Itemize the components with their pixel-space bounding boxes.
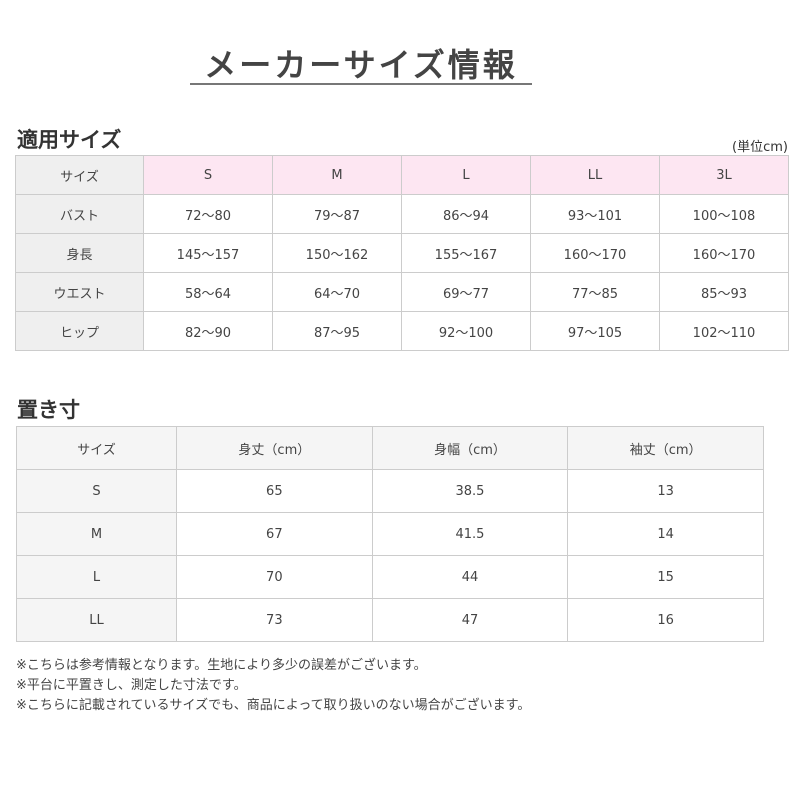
table-row: ヒップ 82〜90 87〜95 92〜100 97〜105 102〜110: [15, 311, 789, 351]
table-cell: 67: [176, 512, 373, 556]
table-cell: 87〜95: [272, 311, 402, 351]
table-row: 身長 145〜157 150〜162 155〜167 160〜170 160〜170: [15, 233, 789, 273]
note: ※平台に平置きし、測定した寸法です。: [16, 678, 247, 693]
table-cell: 160〜170: [659, 233, 789, 273]
table-cell: 70: [176, 555, 373, 599]
table-cell: 13: [567, 469, 764, 513]
table-cell: M: [272, 155, 402, 195]
table-row: LL 73 47 16: [16, 598, 764, 642]
table-cell: 14: [567, 512, 764, 556]
table-row: バスト 72〜80 79〜87 86〜94 93〜101 100〜108: [15, 194, 789, 234]
table-cell: 150〜162: [272, 233, 402, 273]
title-underline: [190, 83, 532, 85]
row-label-cell: M: [16, 512, 177, 556]
table-header-row: サイズ 身丈（cm） 身幅（cm） 袖丈（cm）: [16, 426, 764, 470]
table-cell: 77〜85: [530, 272, 660, 312]
table-cell: 44: [371, 555, 569, 599]
table-cell: 92〜100: [401, 311, 531, 351]
table-cell: LL: [530, 155, 660, 195]
table-cell: 58〜64: [143, 272, 273, 312]
row-label-cell: LL: [16, 598, 177, 642]
table-cell: 97〜105: [530, 311, 660, 351]
table-cell: 145〜157: [143, 233, 273, 273]
note: ※こちらに記載されているサイズでも、商品によって取り扱いのない場合がございます。: [16, 698, 531, 713]
table-cell: 38.5: [371, 469, 569, 513]
table-cell: 79〜87: [272, 194, 402, 234]
table-cell: 15: [567, 555, 764, 599]
table-cell: 85〜93: [659, 272, 789, 312]
row-label-cell: バスト: [15, 194, 144, 234]
table-cell: 102〜110: [659, 311, 789, 351]
row-label-cell: S: [16, 469, 177, 513]
notes: ※こちらは参考情報となります。生地により多少の誤差がございます。 ※平台に平置き…: [16, 656, 530, 716]
table-row: L 70 44 15: [16, 555, 764, 599]
row-label-cell: ウエスト: [15, 272, 144, 312]
table-cell: 41.5: [371, 512, 569, 556]
table-cell: 65: [176, 469, 373, 513]
table-cell: 86〜94: [401, 194, 531, 234]
table-row: ウエスト 58〜64 64〜70 69〜77 77〜85 85〜93: [15, 272, 789, 312]
table-cell: 82〜90: [143, 311, 273, 351]
unit-label: (単位cm): [732, 140, 788, 155]
table-row: M 67 41.5 14: [16, 512, 764, 556]
table-header-row: サイズ S M L LL 3L: [15, 155, 789, 195]
flat-measurement-table: サイズ 身丈（cm） 身幅（cm） 袖丈（cm） S 65 38.5 13 M 67 41.5 14 L…: [16, 426, 764, 642]
table-cell: L: [401, 155, 531, 195]
row-label-cell: ヒップ: [15, 311, 144, 351]
applicable-size-heading: 適用サイズ: [17, 128, 122, 152]
table-cell: 93〜101: [530, 194, 660, 234]
row-label-cell: サイズ: [16, 426, 177, 470]
applicable-size-table: サイズ S M L LL 3L バスト 72〜80 79〜87 86〜94 93〜101 100〜10…: [15, 155, 789, 351]
table-cell: 73: [176, 598, 373, 642]
flat-measurement-heading: 置き寸: [17, 398, 80, 422]
row-label-cell: サイズ: [15, 155, 144, 195]
table-cell: 155〜167: [401, 233, 531, 273]
table-row: S 65 38.5 13: [16, 469, 764, 513]
table-cell: 72〜80: [143, 194, 273, 234]
table-cell: 袖丈（cm）: [567, 426, 764, 470]
row-label-cell: L: [16, 555, 177, 599]
table-cell: 47: [371, 598, 569, 642]
table-cell: 64〜70: [272, 272, 402, 312]
table-cell: 69〜77: [401, 272, 531, 312]
table-cell: 3L: [659, 155, 789, 195]
row-label-cell: 身長: [15, 233, 144, 273]
table-cell: 身丈（cm）: [176, 426, 373, 470]
table-cell: 160〜170: [530, 233, 660, 273]
table-cell: S: [143, 155, 273, 195]
note: ※こちらは参考情報となります。生地により多少の誤差がございます。: [16, 658, 427, 673]
table-cell: 16: [567, 598, 764, 642]
table-cell: 身幅（cm）: [371, 426, 569, 470]
page-title: メーカーサイズ情報: [204, 46, 518, 84]
table-cell: 100〜108: [659, 194, 789, 234]
